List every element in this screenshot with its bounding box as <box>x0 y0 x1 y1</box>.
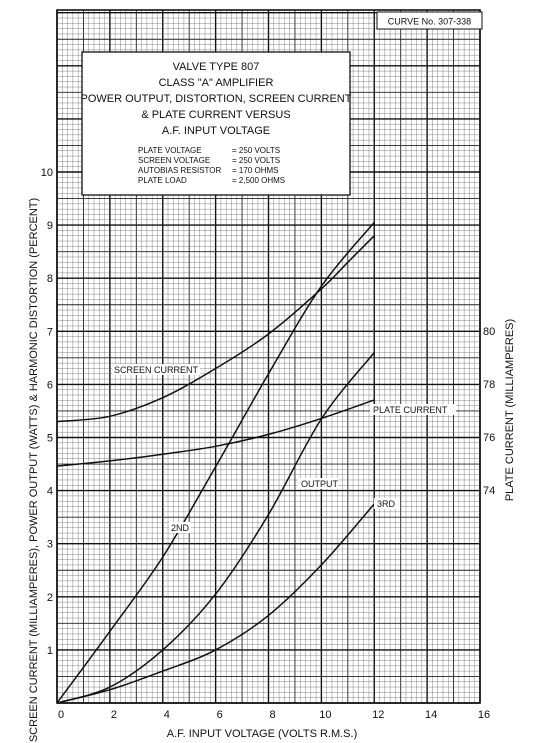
x-tick-label: 0 <box>58 709 64 721</box>
plate-current-label: PLATE CURRENT <box>373 405 448 415</box>
y-left-tick-label: 3 <box>47 539 53 551</box>
x-axis-title: A.F. INPUT VOLTAGE (VOLTS R.M.S.) <box>167 728 358 740</box>
x-tick-label: 12 <box>372 709 384 721</box>
title-line-5: A.F. INPUT VOLTAGE <box>162 125 270 137</box>
y-left-tick-label: 8 <box>47 273 53 285</box>
left-axis-title: SCREEN CURRENT (MILLIAMPERES), POWER OUT… <box>28 198 40 742</box>
third-harmonic-curve <box>56 503 375 704</box>
screen-current-curve <box>56 235 375 423</box>
curve-id-box <box>376 11 483 30</box>
y-left-tick-label: 2 <box>47 592 53 604</box>
screen-current-label: SCREEN CURRENT <box>114 365 199 375</box>
title-line-3: POWER OUTPUT, DISTORTION, SCREEN CURRENT <box>81 93 352 105</box>
second-harmonic-curve <box>56 221 375 704</box>
output-curve <box>56 352 375 704</box>
y-right-tick-label: 74 <box>483 485 495 497</box>
y-left-tick-label: 7 <box>47 326 53 338</box>
y-right-tick-label: 80 <box>483 326 495 338</box>
y-right-tick-label: 76 <box>483 432 495 444</box>
condition-value-2: = 250 VOLTS <box>232 156 280 165</box>
condition-label-1: PLATE VOLTAGE <box>138 146 202 155</box>
condition-label-3: AUTOBIAS RESISTOR <box>138 166 222 175</box>
y-left-tick-label: 5 <box>47 433 53 445</box>
condition-value-3: = 170 OHMS <box>232 166 278 175</box>
condition-label-4: PLATE LOAD <box>138 176 187 185</box>
title-line-2: CLASS "A" AMPLIFIER <box>159 77 274 89</box>
x-tick-label: 6 <box>217 709 223 721</box>
title-line-1: VALVE TYPE 807 <box>173 61 260 73</box>
y-right-tick-label: 78 <box>483 379 495 391</box>
y-left-tick-label: 4 <box>47 486 53 498</box>
x-tick-label: 4 <box>164 709 170 721</box>
output-label: OUTPUT <box>301 479 339 489</box>
y-left-tick-label: 10 <box>41 167 53 179</box>
condition-value-1: = 250 VOLTS <box>232 146 280 155</box>
y-left-tick-label: 9 <box>47 220 53 232</box>
x-tick-label: 14 <box>425 709 437 721</box>
title-line-4: & PLATE CURRENT VERSUS <box>141 109 290 121</box>
condition-label-2: SCREEN VOLTAGE <box>138 156 210 165</box>
x-tick-label: 2 <box>111 709 117 721</box>
x-tick-label: 16 <box>478 709 490 721</box>
right-axis-title: PLATE CURRENT (MILLIAMPERES) <box>504 319 516 501</box>
second-harmonic-label: 2ND <box>171 523 190 533</box>
condition-value-4: = 2,500 OHMS <box>232 176 285 185</box>
grid <box>56 9 481 704</box>
y-left-tick-label: 1 <box>47 645 53 657</box>
third-harmonic-label: 3RD <box>377 499 396 509</box>
curve-id: CURVE No. 307-338 <box>388 17 471 27</box>
title-box <box>81 51 351 196</box>
x-tick-label: 8 <box>269 709 275 721</box>
y-left-tick-label: 6 <box>47 379 53 391</box>
x-tick-label: 10 <box>319 709 331 721</box>
